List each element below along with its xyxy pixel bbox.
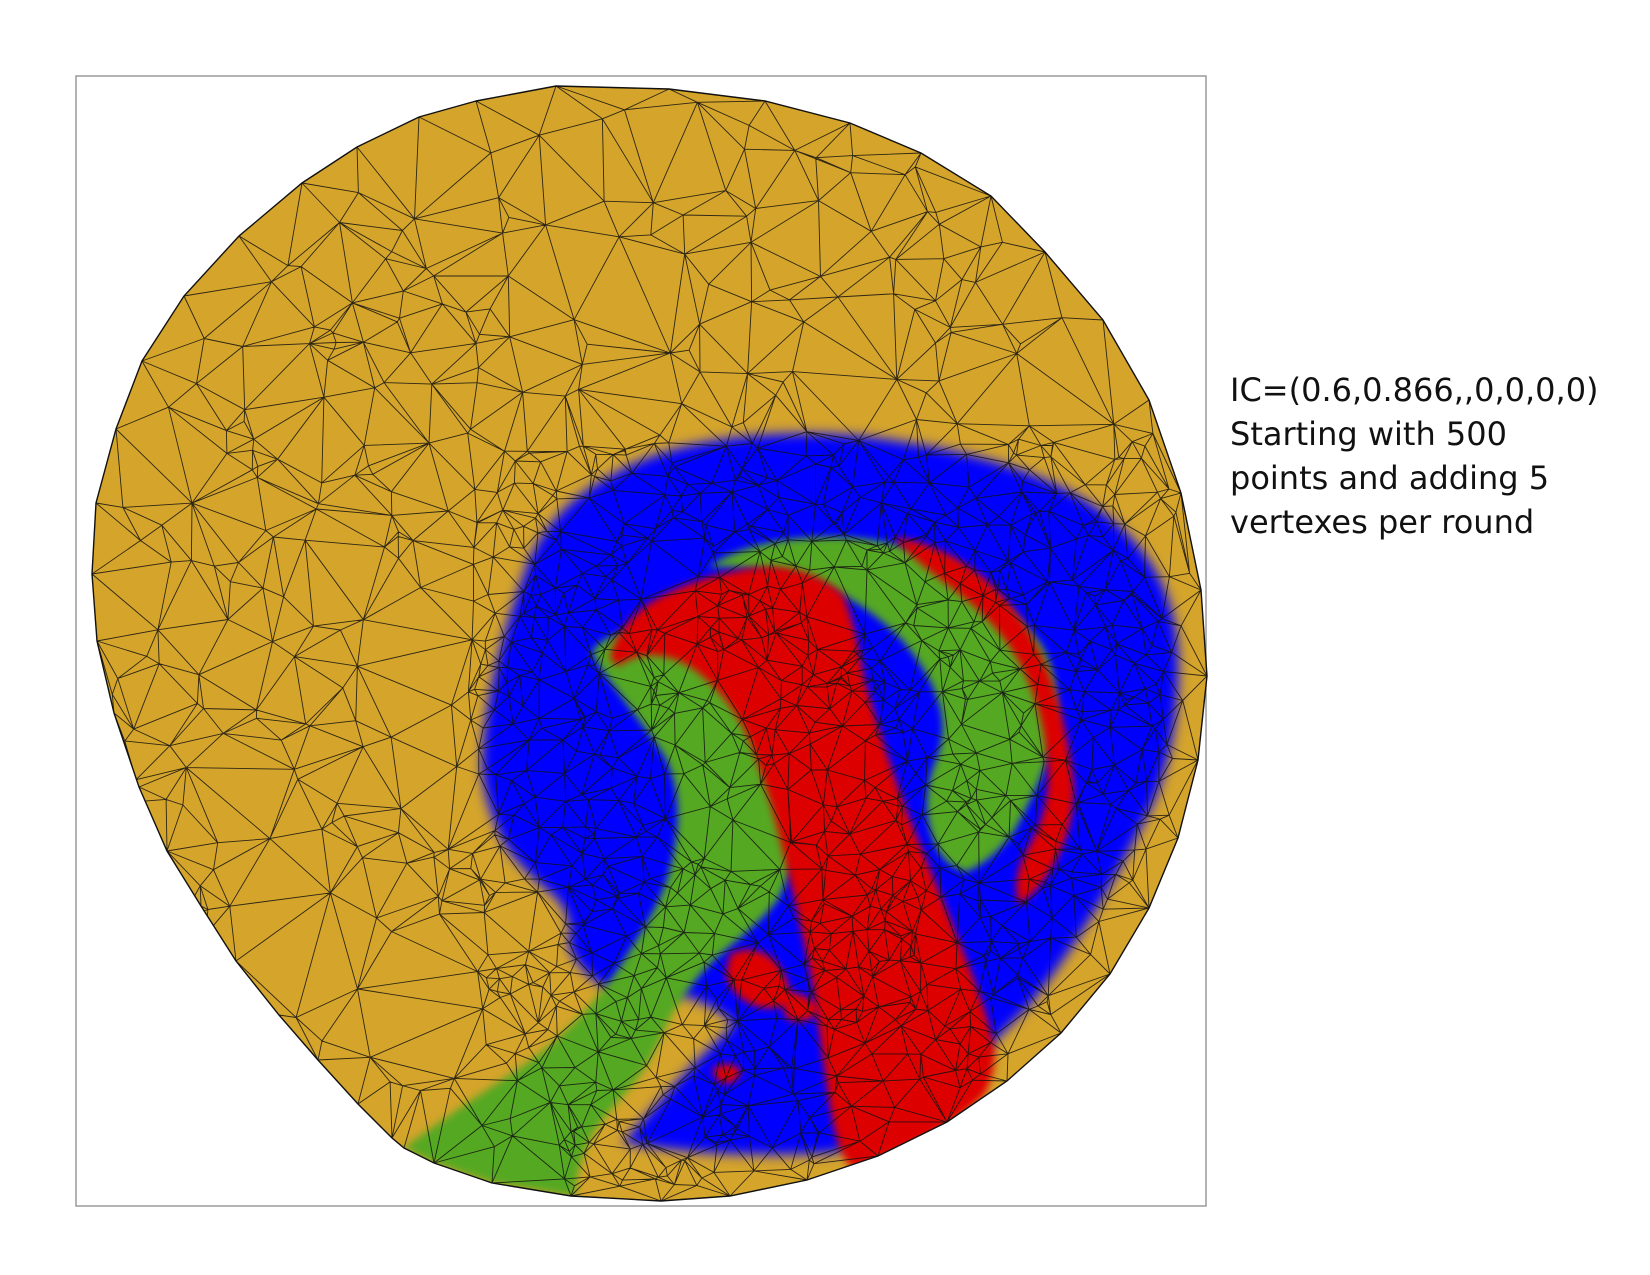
caption-line-2: Starting with 500 [1230,415,1507,453]
domain-boundary [91,85,1208,1202]
green-region-upper [708,536,1057,872]
red-region-arc [893,537,1074,905]
caption-line-1: IC=(0.6,0.866,,0,0,0,0) [1230,371,1599,409]
green-region [404,630,800,1201]
figure-caption: IC=(0.6,0.866,,0,0,0,0) Starting with 50… [1230,368,1630,544]
red-region-spots [712,949,820,1084]
caption-line-4: vertexes per round [1230,503,1535,541]
caption-line-3: points and adding 5 [1230,459,1550,497]
